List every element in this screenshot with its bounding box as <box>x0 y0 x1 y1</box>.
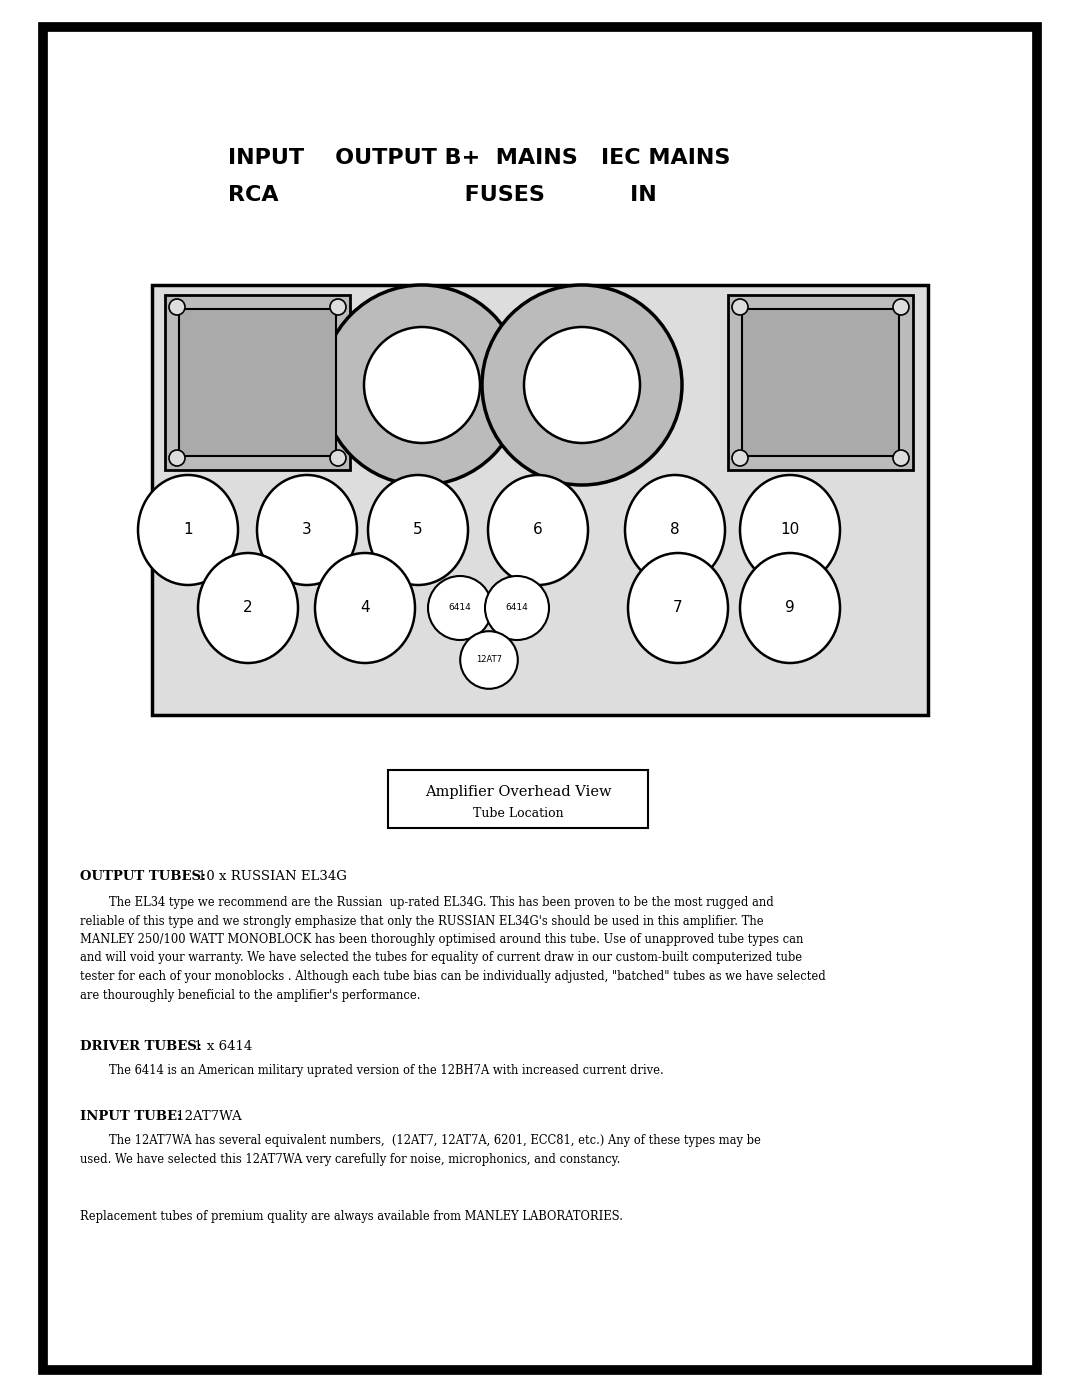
Circle shape <box>482 285 681 485</box>
Text: 10: 10 <box>781 522 799 538</box>
Text: 9: 9 <box>785 601 795 616</box>
Text: Amplifier Overhead View: Amplifier Overhead View <box>424 785 611 799</box>
Text: INPUT TUBE:: INPUT TUBE: <box>80 1111 183 1123</box>
Circle shape <box>168 299 185 314</box>
Text: 2: 2 <box>243 601 253 616</box>
Ellipse shape <box>368 475 468 585</box>
Text: 6414: 6414 <box>448 604 471 612</box>
Circle shape <box>322 285 522 485</box>
Text: INPUT    OUTPUT B+  MAINS   IEC MAINS: INPUT OUTPUT B+ MAINS IEC MAINS <box>228 148 730 168</box>
Text: The 6414 is an American military uprated version of the 12BH7A with increased cu: The 6414 is an American military uprated… <box>80 1065 664 1077</box>
Ellipse shape <box>627 553 728 664</box>
Text: OUTPUT TUBES:: OUTPUT TUBES: <box>80 870 206 883</box>
Text: 4: 4 <box>361 601 369 616</box>
FancyBboxPatch shape <box>179 309 336 455</box>
Circle shape <box>732 450 748 467</box>
Ellipse shape <box>257 475 357 585</box>
Circle shape <box>524 327 640 443</box>
Circle shape <box>330 450 346 467</box>
Ellipse shape <box>485 576 549 640</box>
Text: 6: 6 <box>534 522 543 538</box>
Ellipse shape <box>138 475 238 585</box>
Text: The EL34 type we recommend are the Russian  up-rated EL34G. This has been proven: The EL34 type we recommend are the Russi… <box>80 895 826 1002</box>
Ellipse shape <box>315 553 415 664</box>
FancyBboxPatch shape <box>742 309 899 455</box>
Text: 12AT7: 12AT7 <box>476 655 502 665</box>
Text: Replacement tubes of premium quality are always available from MANLEY LABORATORI: Replacement tubes of premium quality are… <box>80 1210 623 1222</box>
Circle shape <box>893 450 909 467</box>
Ellipse shape <box>740 553 840 664</box>
Text: The 12AT7WA has several equivalent numbers,  (12AT7, 12AT7A, 6201, ECC81, etc.) : The 12AT7WA has several equivalent numbe… <box>80 1134 761 1165</box>
Text: 8: 8 <box>671 522 679 538</box>
Text: 6414: 6414 <box>505 604 528 612</box>
Bar <box>388 770 648 828</box>
Text: 1: 1 <box>184 522 193 538</box>
Bar <box>152 285 928 715</box>
Text: 3: 3 <box>302 522 312 538</box>
Text: 10 x RUSSIAN EL34G: 10 x RUSSIAN EL34G <box>198 870 347 883</box>
Ellipse shape <box>740 475 840 585</box>
Ellipse shape <box>488 475 588 585</box>
Circle shape <box>893 299 909 314</box>
Text: 7: 7 <box>673 601 683 616</box>
Text: Tube Location: Tube Location <box>473 807 564 820</box>
Text: RCA                        FUSES           IN: RCA FUSES IN <box>228 184 657 205</box>
Bar <box>728 295 913 469</box>
Text: DRIVER TUBES:: DRIVER TUBES: <box>80 1039 202 1053</box>
Circle shape <box>364 327 480 443</box>
Ellipse shape <box>198 553 298 664</box>
Ellipse shape <box>625 475 725 585</box>
Bar <box>165 295 350 469</box>
Text: 1 x 6414: 1 x 6414 <box>190 1039 253 1053</box>
Ellipse shape <box>460 631 517 689</box>
Text: 12AT7WA: 12AT7WA <box>172 1111 242 1123</box>
Circle shape <box>330 299 346 314</box>
Circle shape <box>168 450 185 467</box>
Ellipse shape <box>428 576 492 640</box>
Circle shape <box>732 299 748 314</box>
Text: 5: 5 <box>414 522 422 538</box>
